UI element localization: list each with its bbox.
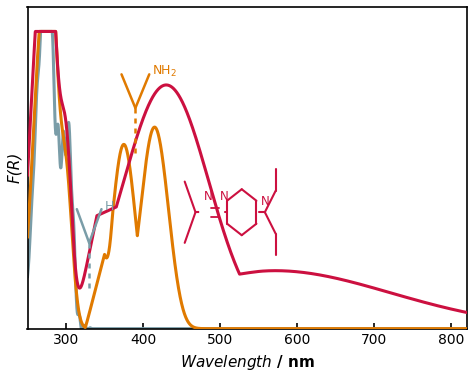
Text: NH$_2$: NH$_2$ (152, 64, 176, 79)
Y-axis label: F(R): F(R) (7, 152, 22, 183)
Text: H: H (105, 200, 114, 213)
Text: N: N (219, 190, 228, 203)
Text: N: N (204, 190, 213, 203)
Text: N: N (261, 195, 269, 208)
X-axis label: $\mathit{Wavelength}$ / nm: $\mathit{Wavelength}$ / nm (180, 353, 315, 372)
